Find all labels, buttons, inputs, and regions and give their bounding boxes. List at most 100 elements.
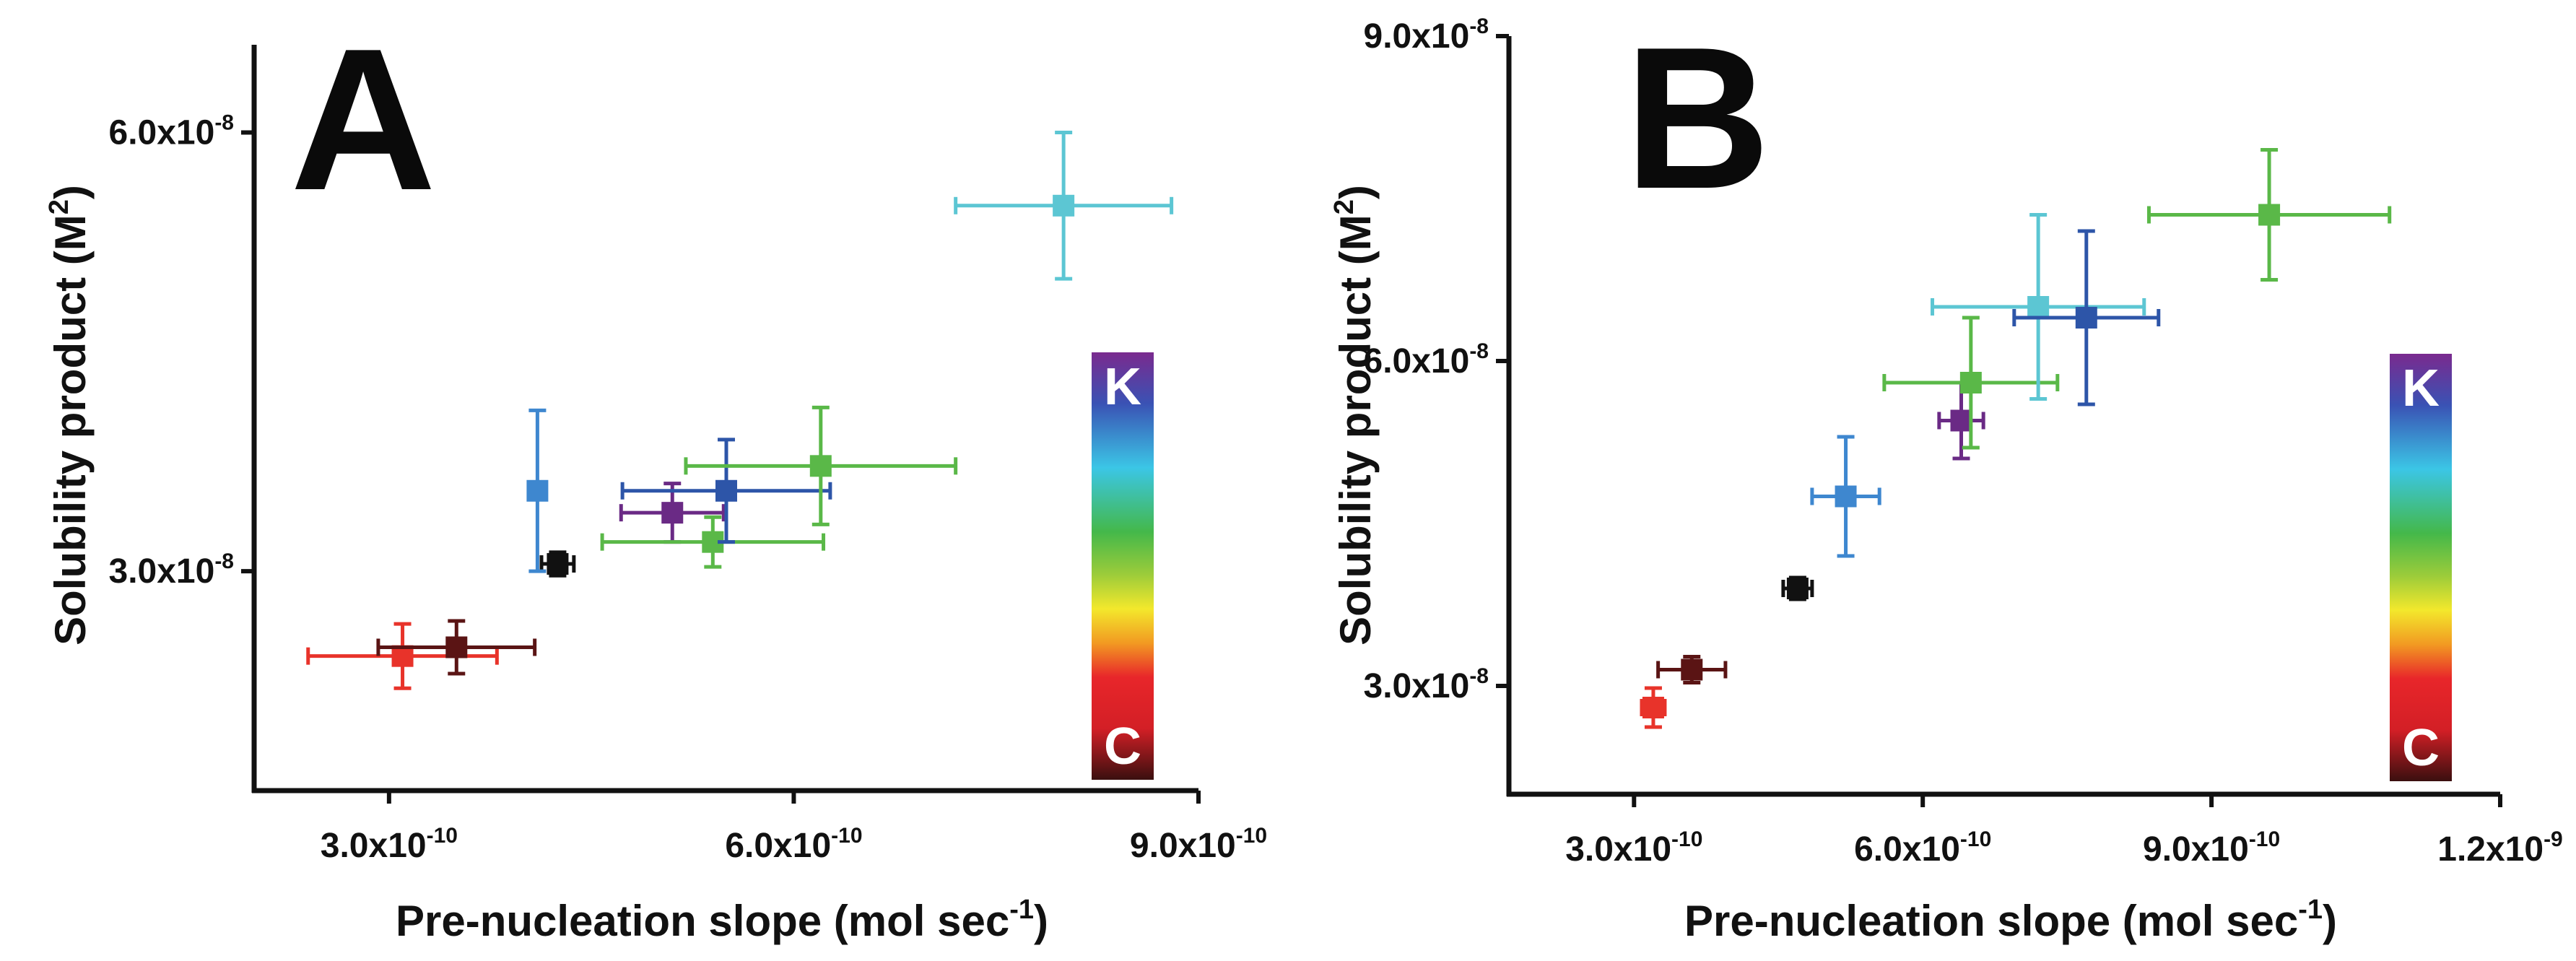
x-tick-exponent: -10 [1236, 824, 1267, 848]
panel-a-x-axis-title: Pre-nucleation slope (mol sec-1) [396, 895, 1048, 945]
panel-b-x-ticks: 3.0x10-10 6.0x10-10 9.0x10-10 1.2x10-9 [1565, 794, 2563, 869]
y-tick-label: 3.0x10-8 [109, 549, 235, 591]
panel-a-x-ticks: 3.0x10-10 6.0x10-10 9.0x10-10 [321, 791, 1267, 865]
x-tick-label: 3.0x10-10 [321, 824, 458, 865]
y-tick-label: 6.0x10-8 [109, 111, 235, 152]
data-point-purple [619, 482, 726, 544]
panel-b-x-axis-title-end: ) [2323, 897, 2337, 945]
x-tick-label: 9.0x10-10 [2143, 827, 2280, 869]
panel-b-x-axis-title-sup: -1 [2298, 895, 2323, 925]
panel-a-x-axis-title-sup: -1 [1009, 895, 1034, 925]
panel-a-y-ticks: 3.0x10-86.0x10-8 [109, 111, 254, 591]
square-marker [547, 553, 569, 575]
y-tick-label: 6.0x10-8 [1364, 339, 1489, 381]
x-tick-label: 6.0x10-10 [725, 824, 862, 865]
square-marker [526, 479, 549, 502]
x-tick-mantissa: 3.0x10 [321, 827, 427, 865]
square-marker [1950, 409, 1972, 432]
y-tick-exponent: -8 [214, 549, 234, 573]
square-marker [1053, 194, 1075, 217]
panel-a-colorbar-top-label: K [1104, 358, 1141, 416]
square-marker [1642, 697, 1664, 718]
panel-b-colorbar-bottom-label: C [2402, 719, 2440, 777]
data-point-dark-red [376, 619, 537, 676]
y-tick-label: 3.0x10-8 [1364, 664, 1489, 705]
y-tick-mantissa: 9.0x10 [1364, 17, 1470, 56]
square-marker [445, 636, 468, 658]
panel-b-y-ticks: 3.0x10-86.0x10-89.0x10-8 [1364, 14, 1509, 705]
y-tick-label: 9.0x10-8 [1364, 14, 1489, 56]
data-point-blue [2012, 229, 2161, 406]
square-marker [1835, 485, 1857, 508]
x-tick-mantissa: 6.0x10 [725, 827, 831, 865]
panel-a-y-axis-title-sup: 2 [44, 199, 74, 214]
y-tick-mantissa: 6.0x10 [1364, 342, 1470, 381]
data-point-red [306, 622, 499, 690]
data-point-black [1781, 575, 1814, 601]
panel-b-x-axis-title-text: Pre-nucleation slope (mol sec [1684, 897, 2298, 945]
panel-a: 3.0x10-86.0x10-8 3.0x10-10 6.0x10-10 9.0x1… [44, 7, 1267, 945]
y-tick-exponent: -8 [1469, 14, 1489, 38]
y-tick-mantissa: 6.0x10 [109, 114, 215, 152]
panel-b-colorbar-top-label: K [2402, 360, 2440, 417]
x-tick-mantissa: 3.0x10 [1565, 830, 1671, 869]
square-marker [2075, 307, 2097, 329]
x-tick-exponent: -10 [831, 824, 862, 848]
y-tick-exponent: -8 [1469, 339, 1489, 363]
data-point-green [2146, 148, 2392, 282]
panel-a-y-axis-title-text: Solubility product (M [46, 214, 95, 645]
panel-b-x-axis-title: Pre-nucleation slope (mol sec-1) [1684, 895, 2337, 945]
data-point-green-low [600, 515, 826, 569]
panel-b-y-axis-title-sup: 2 [1329, 199, 1359, 214]
x-tick-mantissa: 9.0x10 [2143, 830, 2249, 869]
x-tick-label: 6.0x10-10 [1854, 827, 1991, 869]
data-point-black [539, 550, 576, 578]
panel-a-y-axis-title-end: ) [46, 185, 95, 199]
x-tick-mantissa: 6.0x10 [1854, 830, 1960, 869]
data-point-green-mid [1882, 316, 2060, 450]
x-tick-label: 9.0x10-10 [1130, 824, 1267, 865]
panel-b-points [1640, 148, 2392, 729]
panel-a-x-axis-title-end: ) [1034, 897, 1048, 945]
data-point-cyan [954, 131, 1174, 281]
square-marker [809, 455, 832, 477]
x-tick-exponent: -10 [1960, 827, 1991, 851]
square-marker [2258, 204, 2281, 226]
data-point-red [1640, 686, 1667, 729]
panel-a-letter: A [290, 7, 436, 232]
y-tick-mantissa: 3.0x10 [1364, 667, 1470, 705]
data-point-purple [1937, 381, 1985, 461]
x-tick-exponent: -10 [2249, 827, 2280, 851]
square-marker [661, 502, 684, 524]
panel-b-letter: B [1624, 6, 1770, 231]
data-point-cyan [1931, 213, 2146, 401]
square-marker [2027, 296, 2050, 318]
data-point-blue [620, 438, 832, 544]
square-marker [1681, 658, 1703, 681]
data-point-dark-red [1656, 655, 1728, 684]
square-marker [1959, 372, 1982, 393]
square-marker [715, 479, 737, 502]
square-marker [1786, 578, 1809, 599]
data-point-light-blue [526, 408, 549, 573]
data-point-light-blue [1810, 435, 1881, 558]
x-tick-label: 1.2x10-9 [2437, 827, 2563, 869]
panel-a-colorbar-bottom-label: C [1104, 718, 1141, 775]
x-tick-mantissa: 9.0x10 [1130, 827, 1236, 865]
x-tick-label: 3.0x10-10 [1565, 827, 1702, 869]
panel-a-y-axis-title: Solubility product (M2) [44, 185, 95, 645]
panel-b-colorbar [2390, 354, 2452, 781]
panel-b-y-axis-title: Solubility product (M2) [1329, 185, 1380, 645]
x-tick-exponent: -9 [2544, 827, 2563, 851]
panel-b-y-axis-title-end: ) [1331, 185, 1380, 199]
panel-a-x-axis-title-text: Pre-nucleation slope (mol sec [396, 897, 1009, 945]
x-tick-exponent: -10 [1671, 827, 1702, 851]
panel-b: 3.0x10-86.0x10-89.0x10-8 3.0x10-10 6.0x10… [1329, 6, 2563, 945]
y-tick-exponent: -8 [214, 111, 234, 135]
x-tick-exponent: -10 [427, 824, 458, 848]
panel-a-colorbar [1092, 352, 1154, 780]
y-tick-mantissa: 3.0x10 [109, 552, 215, 591]
panel-b-y-axis-title-text: Solubility product (M [1331, 214, 1380, 645]
data-point-green [684, 405, 958, 526]
